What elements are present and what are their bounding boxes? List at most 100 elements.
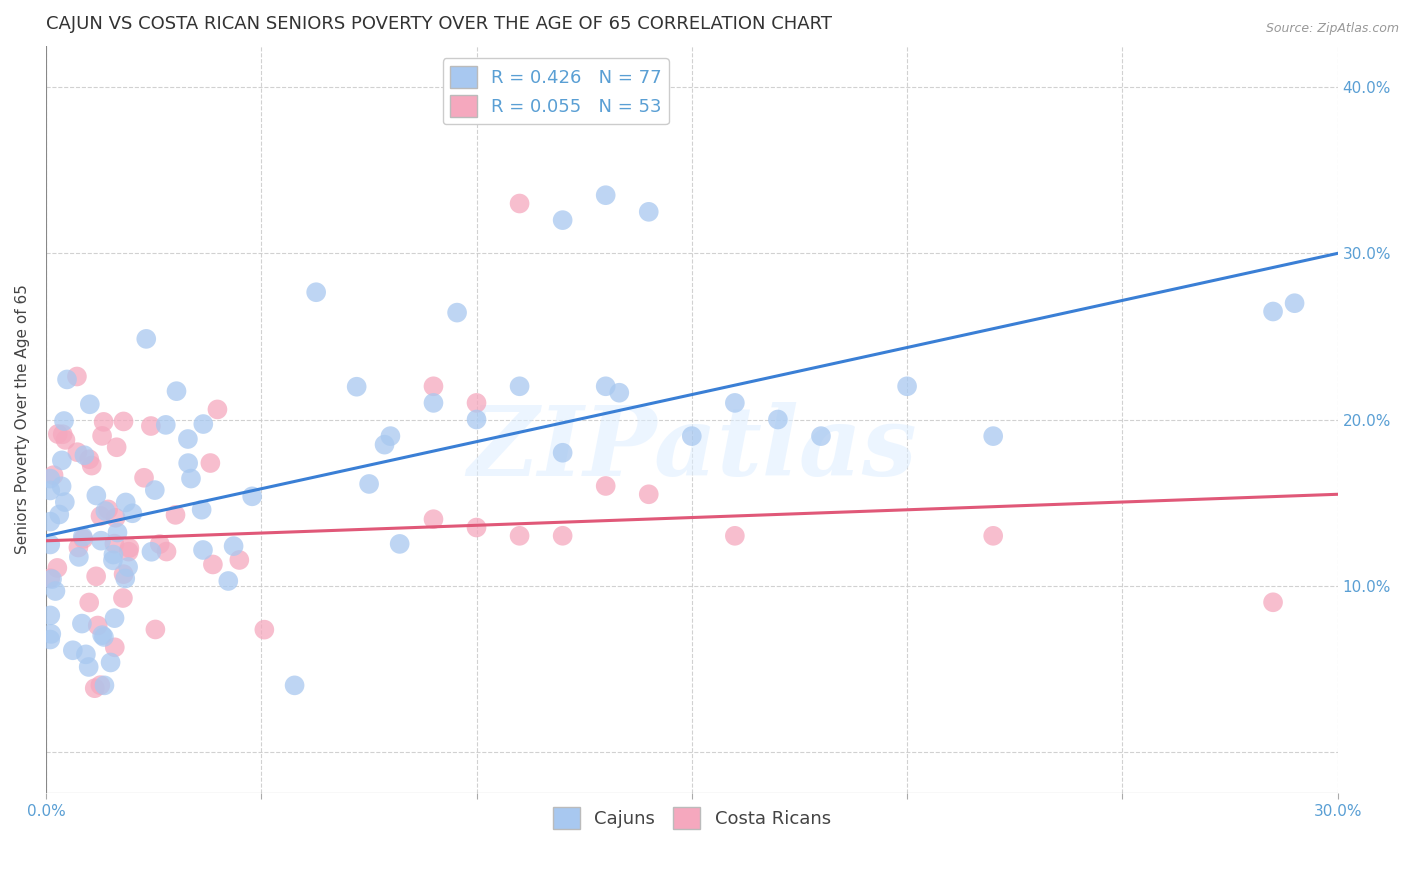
Point bbox=[380, 429, 402, 443]
Point bbox=[240, 489, 263, 503]
Point bbox=[39, 608, 62, 623]
Point bbox=[55, 433, 77, 447]
Point bbox=[228, 553, 250, 567]
Point bbox=[97, 502, 120, 516]
Point bbox=[207, 402, 229, 417]
Point bbox=[46, 427, 69, 442]
Point bbox=[53, 495, 76, 509]
Point bbox=[422, 379, 444, 393]
Point bbox=[810, 429, 832, 443]
Point bbox=[177, 432, 200, 446]
Point bbox=[107, 525, 129, 540]
Point bbox=[104, 640, 127, 655]
Point bbox=[53, 414, 76, 428]
Point bbox=[373, 437, 395, 451]
Point bbox=[62, 643, 84, 657]
Point bbox=[89, 678, 111, 692]
Point bbox=[132, 471, 155, 485]
Point bbox=[509, 529, 531, 543]
Point bbox=[93, 415, 115, 429]
Point bbox=[191, 543, 214, 558]
Point bbox=[118, 544, 141, 558]
Point bbox=[52, 427, 75, 442]
Point bbox=[70, 616, 93, 631]
Point bbox=[94, 504, 117, 518]
Point bbox=[1261, 595, 1284, 609]
Point bbox=[551, 529, 574, 543]
Text: Source: ZipAtlas.com: Source: ZipAtlas.com bbox=[1265, 22, 1399, 36]
Point bbox=[90, 533, 112, 548]
Point bbox=[72, 532, 94, 546]
Point bbox=[83, 681, 105, 696]
Point bbox=[67, 549, 90, 564]
Point bbox=[73, 448, 96, 462]
Point bbox=[551, 446, 574, 460]
Point bbox=[595, 188, 617, 202]
Text: CAJUN VS COSTA RICAN SENIORS POVERTY OVER THE AGE OF 65 CORRELATION CHART: CAJUN VS COSTA RICAN SENIORS POVERTY OVE… bbox=[46, 15, 832, 33]
Point bbox=[896, 379, 918, 393]
Point bbox=[66, 445, 89, 459]
Point bbox=[180, 472, 202, 486]
Point bbox=[595, 479, 617, 493]
Point bbox=[93, 678, 115, 692]
Point bbox=[117, 560, 139, 574]
Point bbox=[422, 396, 444, 410]
Point bbox=[193, 417, 215, 431]
Point bbox=[981, 529, 1004, 543]
Point bbox=[114, 572, 136, 586]
Point bbox=[305, 285, 328, 300]
Point bbox=[111, 591, 134, 605]
Point bbox=[253, 623, 276, 637]
Point bbox=[359, 477, 381, 491]
Point bbox=[165, 508, 187, 522]
Point bbox=[91, 628, 114, 642]
Point bbox=[446, 305, 468, 319]
Legend: Cajuns, Costa Ricans: Cajuns, Costa Ricans bbox=[546, 800, 838, 837]
Point bbox=[87, 618, 110, 632]
Point bbox=[607, 385, 630, 400]
Point bbox=[551, 213, 574, 227]
Point bbox=[112, 567, 135, 582]
Text: ZIPatlas: ZIPatlas bbox=[467, 402, 917, 497]
Point bbox=[39, 483, 62, 498]
Point bbox=[39, 632, 62, 647]
Point bbox=[465, 520, 488, 534]
Point bbox=[105, 440, 128, 454]
Point bbox=[46, 561, 69, 575]
Point bbox=[465, 412, 488, 426]
Point bbox=[143, 483, 166, 497]
Point bbox=[509, 196, 531, 211]
Point bbox=[422, 512, 444, 526]
Point bbox=[121, 506, 143, 520]
Point bbox=[284, 678, 307, 692]
Point bbox=[91, 429, 114, 443]
Point bbox=[346, 380, 368, 394]
Point bbox=[93, 630, 115, 644]
Point bbox=[217, 574, 239, 588]
Point bbox=[595, 379, 617, 393]
Point bbox=[51, 453, 73, 467]
Point bbox=[75, 648, 97, 662]
Point bbox=[103, 548, 125, 562]
Point bbox=[201, 558, 224, 572]
Point bbox=[86, 489, 108, 503]
Point bbox=[89, 509, 111, 524]
Point bbox=[114, 495, 136, 509]
Point bbox=[101, 553, 124, 567]
Point bbox=[724, 529, 747, 543]
Point bbox=[637, 487, 659, 501]
Point bbox=[177, 456, 200, 470]
Point bbox=[103, 611, 125, 625]
Point bbox=[103, 536, 125, 550]
Point bbox=[724, 396, 747, 410]
Point bbox=[135, 332, 157, 346]
Point bbox=[190, 502, 212, 516]
Point bbox=[155, 544, 177, 558]
Point bbox=[67, 541, 90, 555]
Point bbox=[77, 595, 100, 609]
Point bbox=[200, 456, 222, 470]
Point bbox=[145, 623, 167, 637]
Point bbox=[509, 379, 531, 393]
Point bbox=[118, 541, 141, 555]
Point bbox=[981, 429, 1004, 443]
